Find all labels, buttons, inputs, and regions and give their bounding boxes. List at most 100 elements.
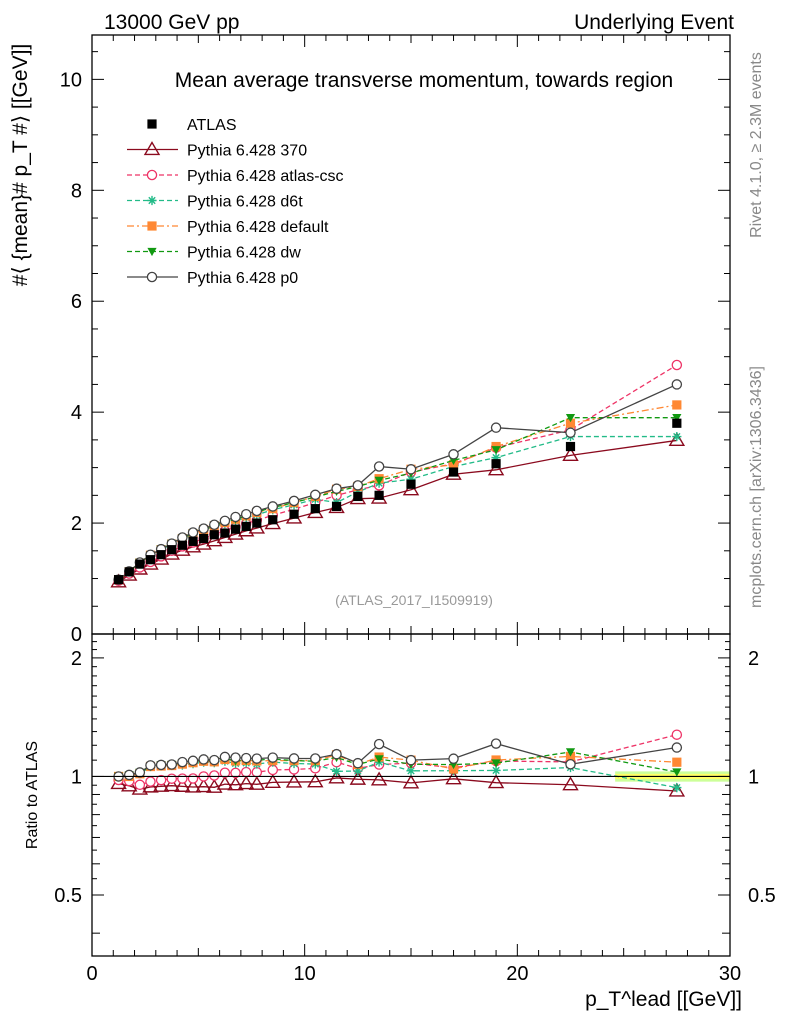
ratio-point-p370-19 [370, 771, 388, 786]
header-right: Underlying Event [574, 11, 734, 34]
point-p0-22 [490, 422, 502, 433]
ratio-point-p370-9 [206, 778, 223, 793]
ratio-point-atlas_csc-24 [671, 729, 683, 740]
point-atlas-5 [167, 545, 177, 555]
series-line-p0 [118, 383, 678, 581]
point-atlas-0 [113, 575, 124, 585]
point-p0-19 [373, 461, 385, 472]
point-p370-23 [562, 447, 579, 462]
point-atlas-4 [156, 550, 166, 560]
ratio-point-dw-23 [565, 748, 576, 757]
series-line-p370 [118, 439, 677, 583]
point-p0-12 [240, 508, 252, 520]
ratio-point-d6t-18 [353, 766, 363, 776]
point-d6t-24 [672, 431, 682, 442]
ratio-point-d6t-20 [406, 766, 416, 776]
point-p0-11 [230, 511, 241, 523]
point-atlas-20 [406, 479, 416, 489]
main-plot-area [110, 359, 686, 588]
legend-label-atlas_csc: Pythia 6.428 atlas-csc [187, 168, 344, 185]
ratio-point-p0-3 [145, 760, 156, 771]
point-default-24 [672, 400, 682, 410]
ratio-point-p0-8 [198, 754, 209, 765]
ratio-point-atlas_csc-10 [219, 767, 231, 778]
legend-label-dw: Pythia 6.428 dw [187, 245, 301, 262]
side-label-rivet: Rivet 4.1.0, ≥ 2.3M events [748, 52, 765, 238]
ratio-point-d6t-22 [491, 765, 501, 776]
ratio-point-p0-21 [448, 753, 459, 764]
point-p0-8 [198, 523, 209, 534]
ratio-point-p0-22 [490, 738, 502, 749]
point-atlas-10 [220, 528, 230, 538]
ratio-point-dw-24 [672, 768, 682, 777]
side-label-mcplots: mcplots.cern.ch [arXiv:1306.3436] [748, 366, 765, 608]
ratio-point-default-24 [672, 757, 682, 767]
ratio-point-p0-10 [219, 751, 231, 763]
ratio-point-d6t-17 [331, 766, 342, 776]
point-dw-19 [374, 476, 384, 485]
x-tick-label: 30 [719, 963, 741, 985]
ratio-point-p370-5 [163, 777, 180, 792]
legend-marker-p370 [143, 141, 161, 156]
ratio-plot-frame [91, 633, 731, 957]
point-atlas_csc-24 [671, 359, 683, 371]
point-dw-23 [565, 414, 576, 423]
y-tick-label: 6 [71, 291, 82, 313]
point-atlas-9 [209, 530, 219, 540]
point-atlas-2 [135, 559, 145, 569]
ratio-point-p370-3 [142, 778, 159, 793]
ratio-point-p370-23 [562, 776, 579, 791]
ratio-point-p370-10 [216, 775, 234, 790]
ratio-point-atlas_csc-11 [230, 767, 241, 779]
ratio-point-p0-19 [373, 738, 385, 750]
ratio-point-d6t-24 [672, 783, 682, 793]
ratio-tick-label-right: 1 [748, 766, 759, 788]
ratio-point-p0-23 [565, 758, 576, 770]
ratio-point-p0-1 [123, 769, 135, 781]
y-tick-label: 2 [71, 513, 82, 535]
legend-label-p0: Pythia 6.428 p0 [187, 270, 298, 287]
ratio-point-atlas_csc-7 [187, 773, 199, 784]
ratio-point-p0-9 [209, 754, 220, 766]
ratio-point-p0-15 [288, 753, 300, 764]
y-tick-label: 10 [60, 69, 82, 91]
ratio-point-p370-4 [152, 777, 170, 792]
ratio-point-p0-17 [331, 748, 342, 760]
point-p0-24 [671, 379, 683, 390]
ratio-point-p370-8 [195, 778, 212, 793]
point-atlas-8 [199, 534, 209, 544]
point-dw-22 [491, 446, 501, 455]
ratio-point-p0-12 [240, 752, 252, 764]
point-p370-22 [487, 461, 505, 476]
ratio-point-p370-15 [285, 773, 303, 788]
ratio-point-atlas_csc-9 [209, 770, 220, 781]
point-atlas-23 [565, 441, 576, 452]
ratio-point-atlas_csc-6 [177, 773, 188, 784]
point-atlas-13 [252, 518, 262, 528]
legend-marker-atlas_csc [146, 169, 158, 181]
point-dw-24 [672, 414, 682, 423]
ratio-point-p370-11 [227, 776, 244, 791]
point-atlas-14 [268, 515, 278, 525]
ratio-tick-label-right: 0.5 [748, 885, 776, 907]
ratio-point-p0-11 [230, 752, 241, 763]
ratio-tick-label-left: 1 [71, 766, 82, 788]
x-tick-label: 10 [294, 963, 316, 985]
point-p0-13 [251, 505, 263, 517]
ratio-point-atlas_csc-2 [134, 779, 146, 791]
ratio-point-p0-18 [352, 757, 364, 769]
point-p0-16 [310, 489, 321, 501]
ratio-point-p370-24 [668, 782, 686, 797]
ratio-point-p0-13 [251, 753, 263, 764]
y-tick-label: 0 [71, 624, 82, 646]
ratio-point-p370-20 [402, 774, 420, 789]
legend-label-default: Pythia 6.428 default [187, 219, 329, 236]
series-line-dw [118, 417, 677, 581]
ratio-point-dw-22 [491, 759, 501, 768]
ratio-point-p370-6 [174, 777, 191, 792]
point-p0-18 [352, 480, 364, 491]
ratio-point-dw-19 [374, 755, 384, 764]
x-tick-label: 20 [506, 963, 528, 985]
ratio-point-p370-12 [237, 775, 255, 790]
